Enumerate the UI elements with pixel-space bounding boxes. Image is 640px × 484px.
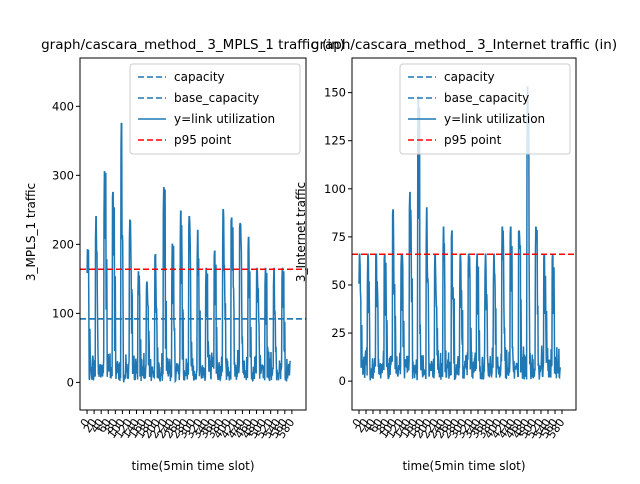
chart-title-right: graph/cascara_method_ 3_Internet traffic… xyxy=(311,37,617,53)
legend-label: base_capacity xyxy=(444,91,529,105)
legend-label: base_capacity xyxy=(174,91,259,105)
x-axis-label-left: time(5min time slot) xyxy=(131,459,254,473)
plot-area-left: 0100200300400020406080100120140160180200… xyxy=(52,57,307,441)
y-tick-label: 0 xyxy=(67,375,74,389)
y-tick-label: 100 xyxy=(52,306,74,320)
legend-box xyxy=(399,63,571,155)
legend-label: capacity xyxy=(174,70,225,84)
y-tick-label: 100 xyxy=(324,182,346,196)
link-utilization-line xyxy=(86,122,291,384)
x-axis-label-right: time(5min time slot) xyxy=(402,459,525,473)
y-tick-label: 400 xyxy=(52,99,74,113)
y-tick-label: 75 xyxy=(331,230,346,244)
y-tick-label: 150 xyxy=(324,86,346,100)
legend-label: p95 point xyxy=(174,133,232,147)
y-tick-label: 50 xyxy=(331,278,346,292)
y-tick-label: 25 xyxy=(331,326,346,340)
legend-box xyxy=(129,63,301,155)
legend-label: y=link utilization xyxy=(444,112,545,126)
chart-title-left: graph/cascara_method_ 3_MPLS_1 traffic (… xyxy=(41,37,345,53)
legend-label: p95 point xyxy=(444,133,502,147)
y-tick-label: 0 xyxy=(339,374,346,388)
legend-label: capacity xyxy=(444,70,495,84)
link-utilization-line xyxy=(358,86,562,381)
y-tick-label: 300 xyxy=(52,168,74,182)
y-axis-label-right: 3_Internet traffic xyxy=(294,182,308,282)
y-axis-label-left: 3_MPLS_1 traffic xyxy=(24,183,38,281)
y-tick-label: 125 xyxy=(324,134,346,148)
legend-label: y=link utilization xyxy=(174,112,275,126)
y-tick-label: 200 xyxy=(52,237,74,251)
